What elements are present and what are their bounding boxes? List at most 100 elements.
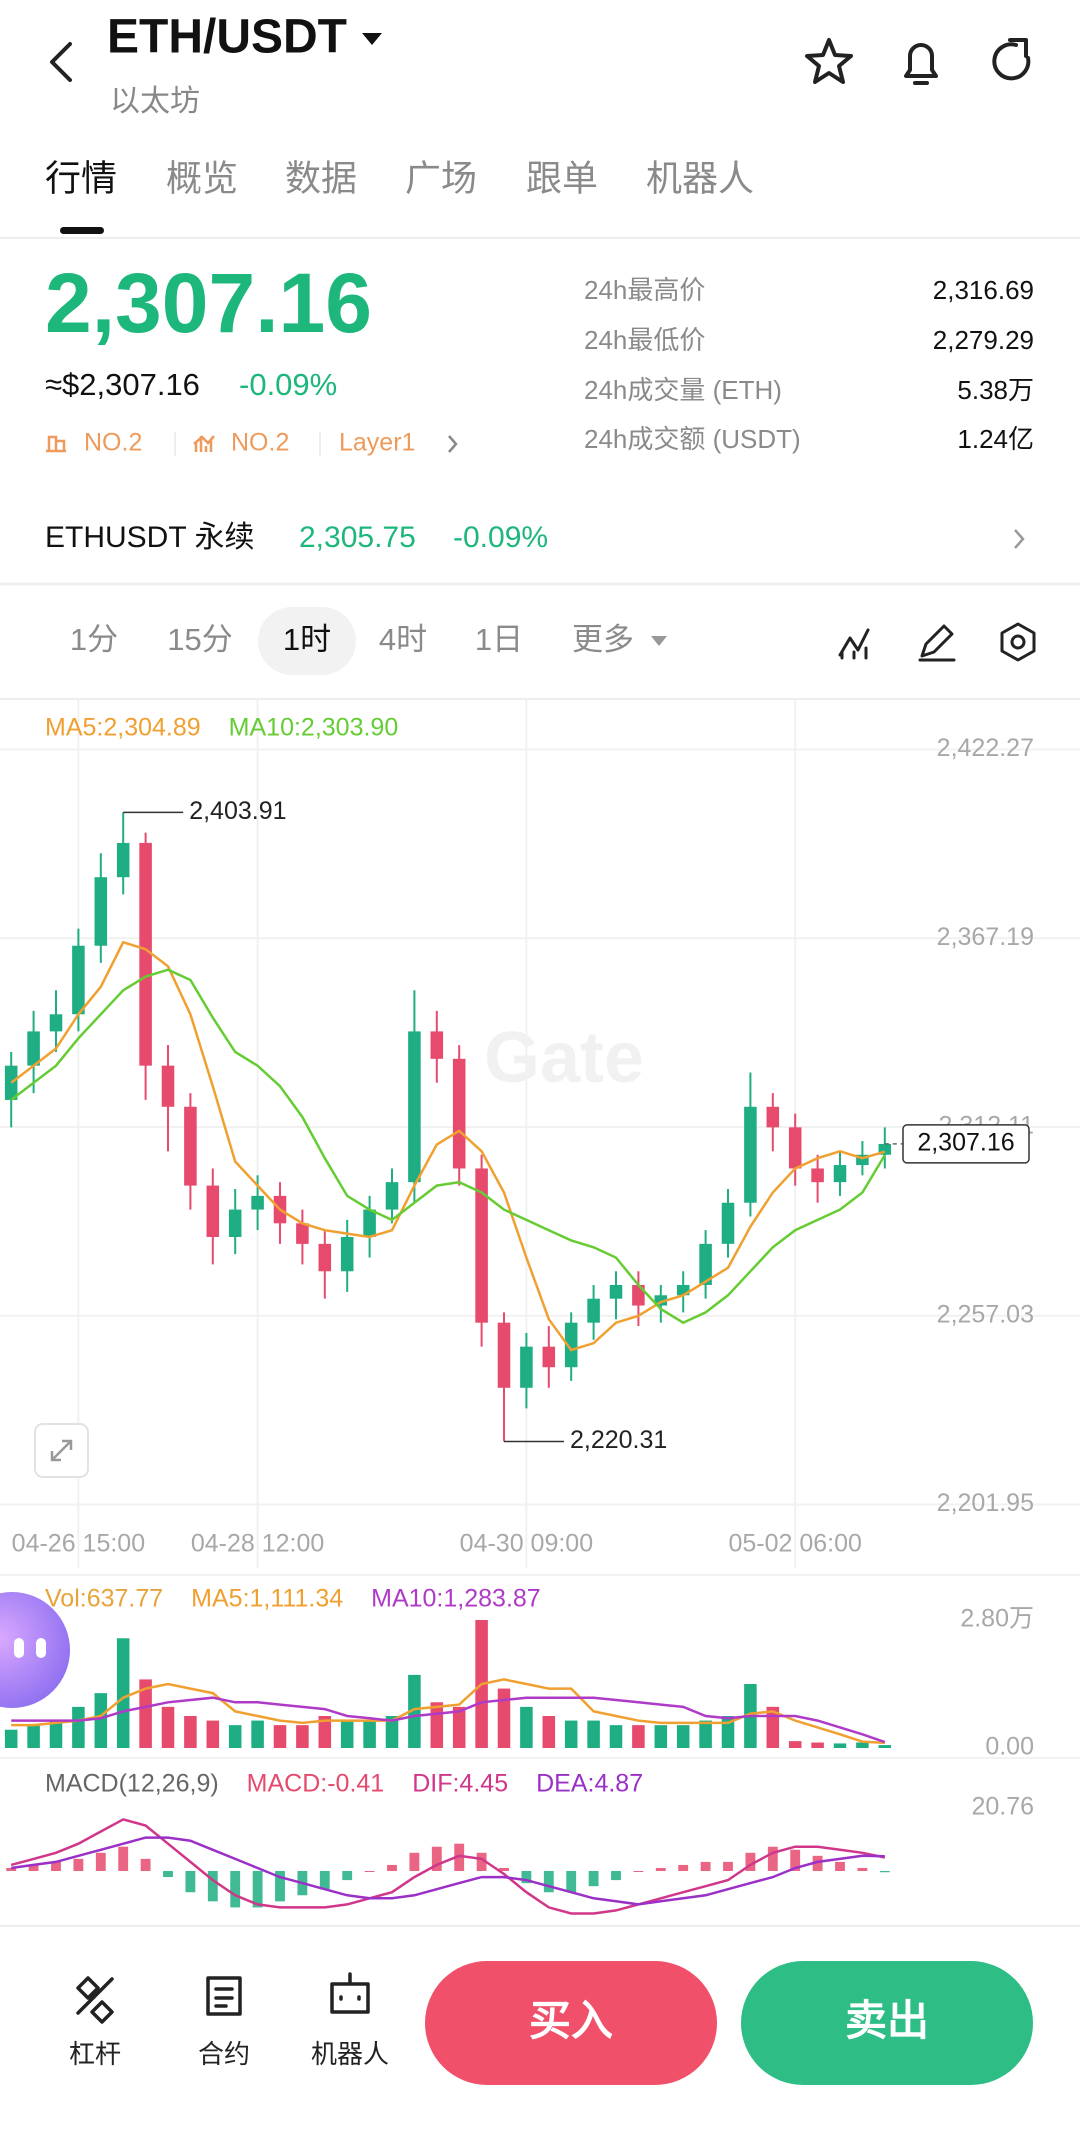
settings-icon-center xyxy=(1010,634,1026,650)
candle-body xyxy=(385,1182,399,1210)
settings-icon[interactable] xyxy=(1000,622,1036,662)
volume-bar xyxy=(430,1702,444,1748)
bot-button[interactable]: 机器人 xyxy=(311,1972,389,2069)
tab-indicator xyxy=(60,227,104,234)
macd-bar xyxy=(543,1870,554,1893)
tool-label: 杠杆 xyxy=(69,2039,121,2069)
interval[interactable]: 1时 xyxy=(283,622,331,657)
volume-bar xyxy=(520,1706,533,1748)
tab[interactable]: 数据 xyxy=(285,158,357,199)
interval[interactable]: 4时 xyxy=(379,622,427,657)
candle-body xyxy=(520,1346,533,1388)
interval[interactable]: 更多 xyxy=(572,622,634,657)
candle-body xyxy=(296,1223,309,1244)
y-tick-label: 2,422.27 xyxy=(937,734,1034,762)
tool-label: 机器人 xyxy=(311,2039,389,2069)
macd-bar xyxy=(655,1867,666,1871)
volume-bar xyxy=(116,1638,130,1748)
y-tick-label: 2,367.19 xyxy=(937,923,1034,951)
volume-bar xyxy=(385,1716,399,1748)
assistant-bubble[interactable] xyxy=(0,1592,70,1708)
annotation-label: 2,403.91 xyxy=(189,797,286,825)
volume-bar xyxy=(184,1716,197,1748)
leverage-button[interactable]: 杠杆 xyxy=(69,1976,121,2069)
stat-label: 24h成交额 (USDT) xyxy=(584,424,801,454)
macd-bar xyxy=(207,1870,218,1902)
chevron xyxy=(448,435,458,453)
macd-bar xyxy=(51,1861,61,1871)
legend-entry: Vol:637.77 xyxy=(45,1585,163,1613)
legend-entry: DEA:4.87 xyxy=(536,1770,643,1798)
y-tick-label: 0.00 xyxy=(985,1733,1034,1761)
legend-entry: MA10:2,303.90 xyxy=(229,714,399,742)
stat-value: 2,279.29 xyxy=(933,325,1034,355)
last-price-box xyxy=(902,1124,1030,1164)
interval[interactable]: 1分 xyxy=(70,622,118,657)
volume-bar xyxy=(251,1720,264,1748)
legend-entry: MACD:-0.41 xyxy=(247,1770,385,1798)
stat-label: 24h成交量 (ETH) xyxy=(584,375,782,405)
candle-body xyxy=(363,1209,376,1238)
macd-bar xyxy=(566,1870,577,1893)
tab[interactable]: 机器人 xyxy=(646,158,754,199)
pair-dropdown[interactable] xyxy=(362,33,382,45)
macd-bar xyxy=(723,1861,733,1871)
alert-icon[interactable] xyxy=(904,43,938,85)
volume-bar xyxy=(4,1729,18,1748)
candle-body xyxy=(94,877,108,946)
buy-button[interactable] xyxy=(425,1961,717,2085)
perpetual-row[interactable]: ETHUSDT 永续 2,305.75 -0.09% xyxy=(45,521,1025,554)
assistant-eye xyxy=(36,1638,46,1658)
macd-bar xyxy=(678,1864,689,1871)
candle-body xyxy=(587,1298,600,1323)
interval[interactable]: 1日 xyxy=(475,622,523,657)
macd-bar xyxy=(140,1858,151,1871)
perpetual-name: ETHUSDT 永续 xyxy=(45,521,254,554)
tab[interactable]: 概览 xyxy=(166,158,238,199)
macd-bar xyxy=(230,1870,241,1908)
back-button[interactable] xyxy=(50,42,72,82)
macd-bar xyxy=(745,1852,756,1871)
tab[interactable]: 跟单 xyxy=(526,158,598,199)
draw-icon[interactable] xyxy=(918,624,956,662)
buy-label: 买入 xyxy=(529,1997,613,2044)
stat-label: 24h最低价 xyxy=(584,325,705,355)
watermark: Gate xyxy=(484,1018,644,1098)
badge[interactable]: Layer1 xyxy=(339,429,415,457)
macd-bar xyxy=(835,1861,845,1871)
badge[interactable]: NO.2 xyxy=(231,429,289,457)
badge[interactable]: NO.2 xyxy=(84,429,142,457)
more-dropdown[interactable] xyxy=(651,636,667,646)
interval[interactable]: 15分 xyxy=(167,622,232,657)
candle-body xyxy=(27,1031,40,1066)
indicator-icon[interactable] xyxy=(838,628,870,660)
usd-price: ≈$2,307.16 xyxy=(45,367,200,402)
share-icon[interactable] xyxy=(992,38,1031,81)
candle-body xyxy=(856,1154,869,1166)
volume-bar xyxy=(497,1688,511,1748)
favorite-icon[interactable] xyxy=(805,38,853,84)
tab[interactable]: 广场 xyxy=(405,158,477,199)
candle-body xyxy=(811,1168,824,1183)
volume-bar xyxy=(811,1742,824,1748)
tab[interactable]: 行情 xyxy=(45,158,117,199)
macd-bar xyxy=(499,1867,509,1871)
candle-body xyxy=(139,842,152,1066)
sell-button[interactable] xyxy=(741,1961,1033,2085)
macd-bar xyxy=(454,1843,465,1871)
candle-body xyxy=(184,1106,197,1186)
candle-body xyxy=(251,1195,264,1210)
volume-bar xyxy=(632,1725,645,1748)
contract-button[interactable]: 合约 xyxy=(198,1976,250,2069)
volume-bar xyxy=(788,1741,802,1748)
legend-entry: DIF:4.45 xyxy=(412,1770,508,1798)
volume-bar xyxy=(27,1725,40,1748)
price-panel xyxy=(4,812,892,1442)
pair-subtitle: 以太坊 xyxy=(110,85,200,118)
macd-bar xyxy=(790,1849,801,1871)
volume-bar xyxy=(139,1679,152,1748)
x-tick-label: 04-28 12:00 xyxy=(191,1530,324,1558)
pair-title[interactable]: ETH/USDT xyxy=(107,11,347,64)
candle-body xyxy=(228,1209,242,1238)
candle-body xyxy=(676,1284,690,1296)
